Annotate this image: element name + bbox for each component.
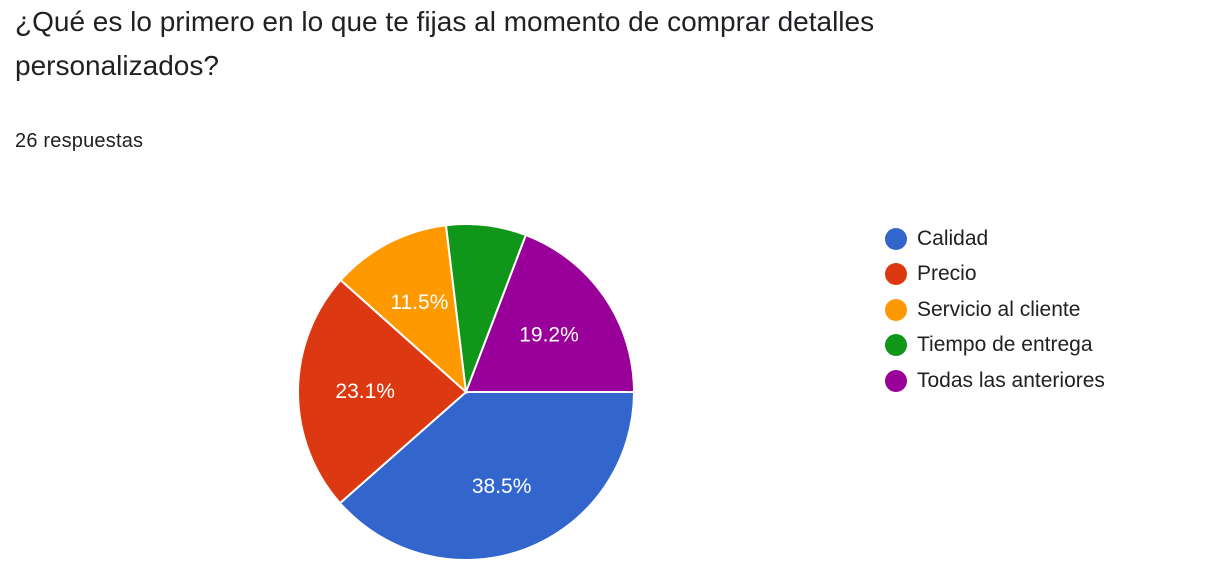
- pie-slice-2: [339, 224, 468, 395]
- legend-label-1: Precio: [917, 262, 977, 286]
- pie-label-0: 38.5%: [472, 475, 532, 498]
- question-title: ¿Qué es lo primero en lo que te fijas al…: [15, 6, 875, 81]
- legend-item-3: Tiempo de entrega: [885, 328, 1105, 364]
- pie-label-4: 19.2%: [519, 323, 579, 346]
- response-count: 26 respuestas: [15, 130, 144, 152]
- legend-swatch-1: [885, 263, 907, 286]
- legend-item-4: Todas las anteriores: [885, 363, 1105, 399]
- pie-slice-0: [338, 391, 636, 561]
- pie-slice-1: [297, 278, 468, 505]
- legend-swatch-3: [885, 334, 907, 357]
- legend-item-1: Precio: [885, 257, 1105, 293]
- pie-label-2: 11.5%: [390, 291, 448, 314]
- legend-label-3: Tiempo de entrega: [917, 333, 1093, 357]
- chart-legend: Calidad Precio Servicio al cliente Tiempo d…: [885, 221, 1105, 399]
- pie-label-1: 23.1%: [335, 380, 395, 403]
- legend-swatch-2: [885, 298, 907, 321]
- legend-item-2: Servicio al cliente: [885, 292, 1105, 328]
- legend-swatch-0: [885, 227, 907, 250]
- legend-label-4: Todas las anteriores: [917, 368, 1105, 392]
- legend-label-2: Servicio al cliente: [917, 297, 1081, 321]
- legend-swatch-4: [885, 369, 907, 392]
- legend-item-0: Calidad: [885, 221, 1105, 257]
- pie-slice-4: [464, 233, 636, 393]
- legend-label-0: Calidad: [917, 226, 989, 250]
